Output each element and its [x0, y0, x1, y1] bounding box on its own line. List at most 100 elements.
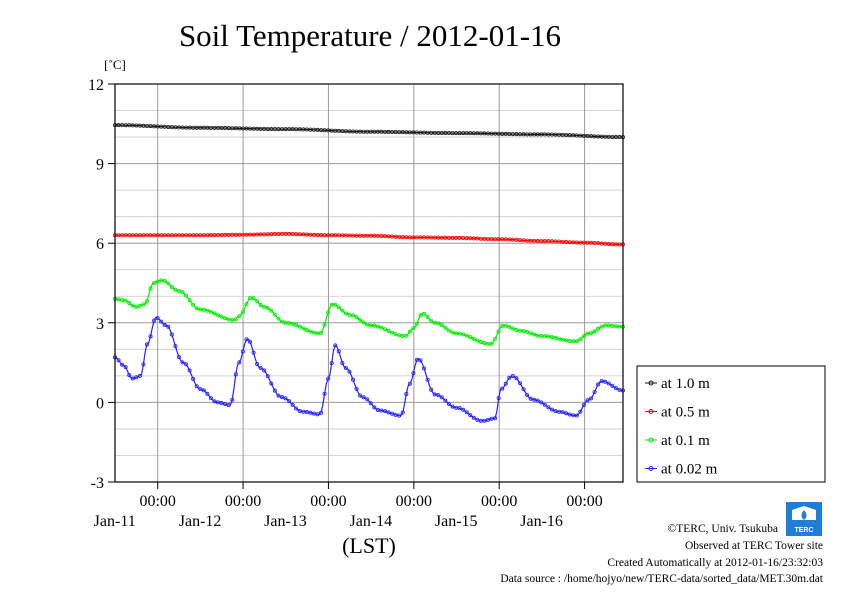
series-point: [606, 381, 611, 386]
series-point: [208, 309, 213, 314]
credit-copyright: ©TERC, Univ. Tsukuba: [668, 523, 778, 535]
series-point: [486, 417, 491, 422]
series-point: [514, 376, 519, 381]
series-point: [464, 410, 469, 415]
series-point: [173, 287, 178, 292]
series-point: [386, 410, 391, 415]
y-tick-label: 0: [96, 395, 104, 412]
series-point: [425, 314, 430, 319]
series-point: [482, 418, 487, 423]
x-tick-time: 00:00: [481, 493, 517, 510]
series-point: [592, 329, 597, 334]
series-point: [173, 344, 178, 349]
series-point: [525, 329, 530, 334]
series-point: [429, 387, 434, 392]
series-point: [535, 333, 540, 338]
series-point: [230, 318, 235, 323]
series-point: [425, 377, 430, 382]
series-point: [233, 372, 238, 377]
y-tick-label: -3: [91, 475, 104, 492]
series-point: [446, 401, 451, 406]
series-point: [496, 329, 501, 334]
series-point: [351, 377, 356, 382]
series-point: [134, 375, 139, 380]
terc-logo: TERC: [786, 502, 822, 536]
series-at-0-5-m: [113, 231, 626, 247]
series-point: [336, 305, 341, 310]
series-point: [457, 331, 462, 336]
series-point: [510, 326, 515, 331]
series-point: [155, 315, 160, 320]
series-point: [123, 365, 128, 370]
series-point: [517, 381, 522, 386]
legend-label: at 1.0 m: [661, 376, 710, 392]
grid-lines: [115, 84, 623, 482]
series-point: [269, 381, 274, 386]
series-point: [205, 391, 210, 396]
series-point: [290, 402, 295, 407]
x-tick-date: Jan-12: [179, 513, 222, 530]
series-point: [162, 323, 167, 328]
x-axis-label: (LST): [342, 533, 396, 558]
series-point: [390, 330, 395, 335]
series-point: [130, 376, 135, 381]
series-point: [212, 399, 217, 404]
series-point: [489, 341, 494, 346]
series-point: [159, 319, 164, 324]
series-point: [471, 415, 476, 420]
series-point: [510, 373, 515, 378]
series-point: [333, 343, 338, 348]
y-tick-label: 12: [88, 77, 104, 94]
series-point: [347, 369, 352, 374]
y-tick-label: 3: [96, 316, 104, 333]
series-point: [216, 400, 221, 405]
series-point: [191, 302, 196, 307]
series-point: [599, 324, 604, 329]
series-point: [340, 308, 345, 313]
series-point: [130, 303, 135, 308]
series-point: [216, 313, 221, 318]
x-tick-time: 00:00: [396, 493, 432, 510]
series-point: [262, 368, 267, 373]
series-point: [230, 397, 235, 402]
series-point: [258, 303, 263, 308]
series-point: [116, 297, 121, 302]
series-point: [610, 383, 615, 388]
series-point: [272, 312, 277, 317]
series-point: [340, 360, 345, 365]
series-point: [457, 406, 462, 411]
series-point: [464, 333, 469, 338]
series-point: [144, 342, 149, 347]
series-point: [361, 395, 366, 400]
series-point: [343, 365, 348, 370]
series-point: [553, 335, 558, 340]
series-point: [240, 349, 245, 354]
series-point: [294, 323, 299, 328]
series-line: [114, 279, 624, 345]
series-point: [443, 398, 448, 403]
series-point: [152, 318, 157, 323]
series-point: [610, 323, 615, 328]
series-point: [400, 410, 405, 415]
series-point: [294, 406, 299, 411]
series-point: [155, 279, 160, 284]
series-point: [596, 382, 601, 387]
series-point: [393, 412, 398, 417]
series-point: [436, 321, 441, 326]
series-point: [319, 330, 324, 335]
series-point: [237, 360, 242, 365]
series-point: [507, 375, 512, 380]
series-point: [144, 299, 149, 304]
x-tick-date: Jan-13: [264, 513, 307, 530]
legend-box: [636, 365, 826, 483]
series-point: [404, 333, 409, 338]
series-point: [269, 308, 274, 313]
series-point: [365, 322, 370, 327]
y-tick-label: 9: [96, 157, 104, 174]
series-point: [184, 293, 189, 298]
series-point: [407, 381, 412, 386]
series-point: [358, 317, 363, 322]
series-point: [414, 357, 419, 362]
series-point: [475, 338, 480, 343]
series-point: [219, 314, 224, 319]
